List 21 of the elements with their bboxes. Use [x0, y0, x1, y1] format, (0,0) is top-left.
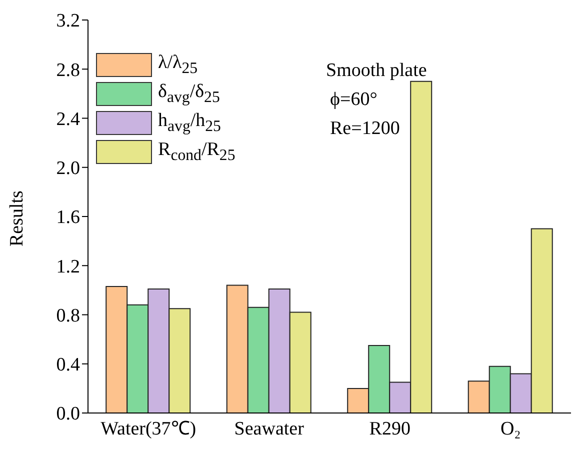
- x-tick-label: Water(37℃): [100, 418, 196, 440]
- y-tick-label: 0.8: [56, 305, 80, 326]
- x-tick-label: R290: [369, 418, 410, 440]
- y-tick-label: 3.2: [56, 10, 80, 32]
- y-tick-label: 1.6: [56, 207, 80, 228]
- y-tick-label: 2.8: [56, 60, 80, 81]
- y-tick-label: 2.4: [56, 108, 80, 130]
- x-tick-label: Seawater: [234, 418, 305, 440]
- y-axis-title: Results: [6, 190, 28, 246]
- y-tick-label: 0.4: [56, 354, 80, 376]
- annotation: Re=1200: [330, 118, 400, 139]
- y-tick-label: 2.0: [56, 158, 80, 180]
- legend-label: δ$_{avg}$/δ$_{25}$: [158, 80, 220, 106]
- y-tick-label: 1.2: [56, 256, 80, 278]
- y-tick-label: 0.0: [56, 404, 80, 425]
- x-tick-label: O₂: [500, 418, 521, 440]
- legend-label: h$_{avg}$/h$_{25}$: [158, 110, 221, 136]
- legend-label: R$_{cond}$/R$_{25}$: [158, 138, 236, 164]
- annotation: Smooth plate: [326, 60, 427, 81]
- legend-label: λ/λ$_{25}$: [158, 52, 198, 78]
- annotation: ϕ=60°: [330, 89, 378, 110]
